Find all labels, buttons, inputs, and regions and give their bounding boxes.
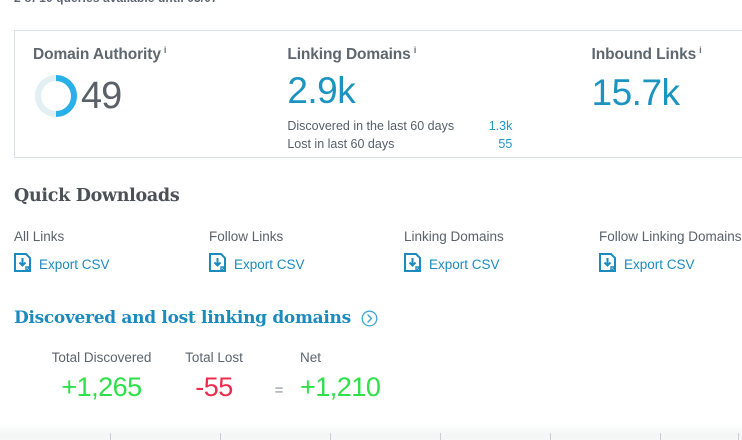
inbound-links-title: Inbound Links i (592, 45, 742, 64)
quick-downloads-row: All Links Export CSV Follow Links (14, 229, 742, 275)
chart-axis-tick (110, 433, 111, 440)
export-csv-follow-linking-domains-link[interactable]: Export CSV (599, 253, 742, 275)
discovered-lost-chart[interactable] (0, 424, 742, 440)
quick-download-follow-linking-domains: Follow Linking Domains Export CSV (599, 229, 742, 275)
stat-net: Net +1,210 (300, 350, 420, 401)
export-csv-label: Export CSV (429, 256, 500, 272)
export-csv-all-links-link[interactable]: Export CSV (14, 253, 209, 275)
chart-axis-tick (660, 433, 661, 440)
inbound-links-label: Inbound Links (591, 46, 697, 63)
stat-label: Net (300, 350, 322, 365)
domain-authority-label: Domain Authority (33, 46, 161, 63)
stat-total-discovered: Total Discovered +1,265 (33, 350, 170, 401)
discovered-lost-heading[interactable]: Discovered and lost linking domains (14, 308, 378, 328)
chart-axis-tick (330, 433, 331, 440)
download-csv-icon (209, 253, 227, 275)
linking-domains-discovered-row: Discovered in the last 60 days 1.3k (287, 118, 512, 136)
stat-value: +1,265 (61, 372, 142, 402)
lost-label: Lost in last 60 days (287, 136, 395, 151)
export-csv-label: Export CSV (39, 256, 110, 272)
quick-download-all-links: All Links Export CSV (14, 229, 209, 275)
linking-domains-title: Linking Domains i (287, 45, 573, 64)
discovered-lost-title: Discovered and lost linking domains (14, 308, 351, 328)
chart-axis-tick (550, 433, 551, 440)
stat-value: -55 (195, 372, 233, 402)
metrics-card: Domain Authority i 49 Linking Domains i 2.… (14, 30, 742, 158)
linking-domains-lost-row: Lost in last 60 days 55 (287, 136, 512, 154)
download-csv-icon (14, 253, 32, 275)
metric-linking-domains: Linking Domains i 2.9k Discovered in the … (269, 31, 573, 157)
chart-axis-tick (220, 433, 221, 440)
stat-label: Total Lost (185, 350, 243, 365)
domain-authority-gauge-row: 49 (33, 73, 269, 119)
export-csv-label: Export CSV (234, 256, 305, 272)
discovered-value: 1.3k (488, 119, 513, 133)
linking-domains-breakdown: Discovered in the last 60 days 1.3k Lost… (287, 118, 512, 154)
stat-label: Total Discovered (51, 350, 152, 365)
download-csv-icon (404, 253, 422, 275)
quick-download-label: Follow Linking Domains (599, 229, 742, 244)
stat-value: +1,210 (300, 372, 381, 402)
linking-domains-label: Linking Domains (287, 46, 411, 63)
lost-value: 55 (498, 136, 513, 151)
queries-available-notice: 2 of 10 queries available until 03/07 (14, 0, 218, 5)
metric-inbound-links: Inbound Links i 15.7k (574, 31, 742, 157)
info-icon[interactable]: i (413, 45, 417, 56)
info-icon[interactable]: i (699, 45, 702, 56)
linking-domains-value: 2.9k (287, 70, 356, 111)
quick-downloads-heading: Quick Downloads (14, 186, 180, 206)
domain-authority-title: Domain Authority i (33, 45, 269, 64)
quick-download-label: All Links (14, 229, 65, 244)
discovered-lost-stats: Total Discovered +1,265 Total Lost -55 =… (33, 350, 420, 401)
export-csv-label: Export CSV (624, 256, 695, 272)
quick-download-linking-domains: Linking Domains Export CSV (404, 229, 599, 275)
domain-authority-donut-icon (33, 73, 79, 119)
export-csv-linking-domains-link[interactable]: Export CSV (404, 253, 599, 275)
quick-download-label: Linking Domains (404, 229, 504, 244)
stat-total-lost: Total Lost -55 (170, 350, 258, 401)
metric-domain-authority: Domain Authority i 49 (15, 31, 269, 157)
inbound-links-value: 15.7k (591, 72, 681, 113)
chart-axis-tick (440, 433, 441, 440)
download-csv-icon (599, 253, 617, 275)
quick-download-follow-links: Follow Links Export CSV (209, 229, 404, 275)
chart-axis-tick (738, 433, 739, 440)
quick-download-label: Follow Links (209, 229, 284, 244)
discovered-label: Discovered in the last 60 days (287, 119, 455, 133)
chevron-right-circle-icon[interactable] (361, 310, 378, 327)
domain-authority-score: 49 (81, 75, 122, 117)
equals-sign: = (274, 382, 284, 399)
export-csv-follow-links-link[interactable]: Export CSV (209, 253, 404, 275)
info-icon[interactable]: i (163, 45, 167, 56)
